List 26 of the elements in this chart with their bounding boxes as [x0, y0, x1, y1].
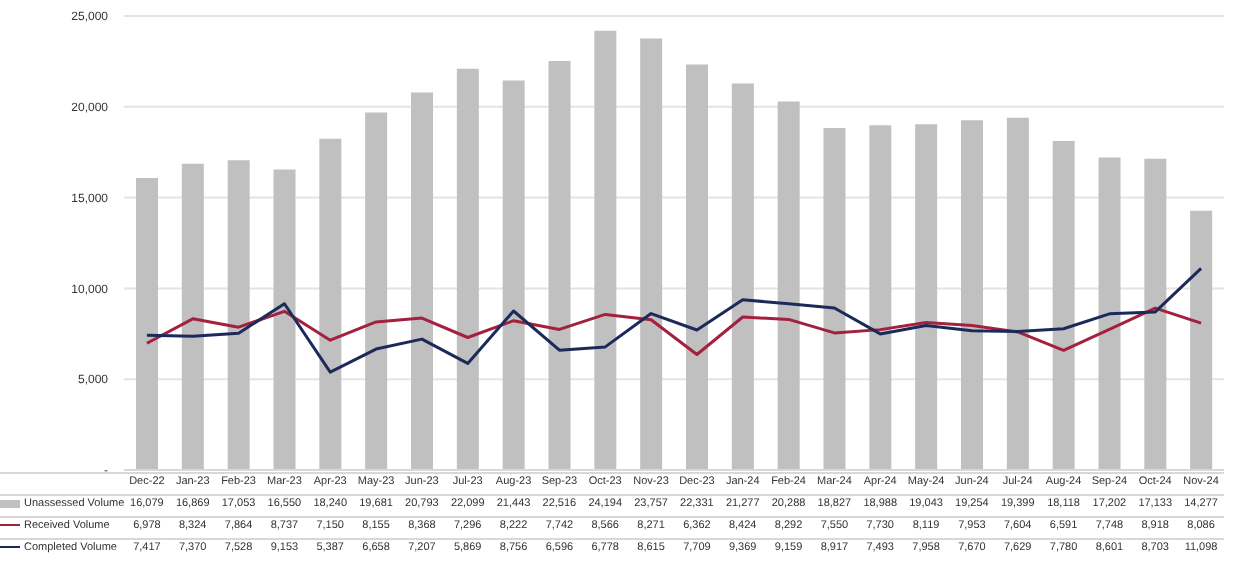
bar [823, 128, 846, 470]
bar [411, 92, 433, 470]
bar [1006, 117, 1029, 470]
bar [777, 101, 800, 470]
bar [319, 138, 342, 470]
bar [1052, 140, 1075, 470]
bar [961, 120, 983, 470]
bar [731, 83, 754, 470]
bar [502, 80, 525, 470]
bar [1144, 158, 1167, 470]
line-series [145, 306, 1203, 356]
bar [1098, 157, 1121, 470]
bar [273, 169, 296, 470]
bar [686, 64, 708, 470]
bar [548, 61, 571, 470]
bar [640, 38, 663, 470]
bar [869, 125, 892, 470]
bar [136, 178, 158, 470]
bar [227, 160, 250, 470]
bar [456, 68, 479, 470]
bar [365, 112, 388, 470]
bar [594, 30, 617, 470]
bar [1190, 210, 1213, 470]
line-series [145, 266, 1203, 374]
bar [181, 163, 204, 470]
bar [915, 124, 938, 470]
